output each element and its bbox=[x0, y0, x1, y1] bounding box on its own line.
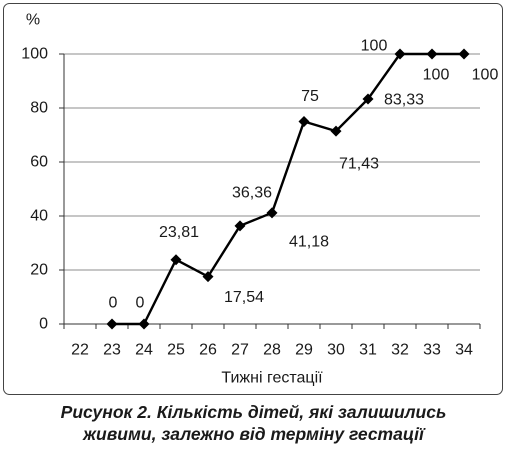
x-tick-label: 24 bbox=[135, 342, 153, 359]
data-point-marker bbox=[330, 125, 342, 137]
series-markers bbox=[106, 48, 470, 330]
y-tick-label: 40 bbox=[30, 208, 48, 225]
x-tick-label: 22 bbox=[71, 342, 89, 359]
x-tick-labels: 22 23 24 25 26 27 28 29 30 31 32 33 34 bbox=[71, 342, 473, 359]
data-point-marker bbox=[170, 254, 182, 266]
data-point-marker bbox=[458, 48, 470, 60]
data-labels: 0 0 23,81 17,54 36,36 41,18 75 71,43 83,33 100 100… bbox=[109, 38, 499, 312]
y-tick-label: 80 bbox=[30, 100, 48, 117]
data-point-marker bbox=[266, 207, 278, 219]
data-label: 36,36 bbox=[232, 184, 272, 201]
data-point-marker bbox=[362, 93, 374, 105]
caption-line-1: Рисунок 2. Кількість дітей, які залишили… bbox=[60, 402, 447, 422]
data-point-marker bbox=[394, 48, 406, 60]
data-label: 0 bbox=[109, 295, 118, 312]
y-axis-ticks bbox=[59, 53, 64, 325]
data-point-marker bbox=[138, 318, 150, 330]
x-tick-label: 28 bbox=[263, 342, 281, 359]
data-label: 75 bbox=[301, 88, 319, 105]
x-tick-label: 31 bbox=[359, 342, 377, 359]
y-tick-label: 60 bbox=[30, 154, 48, 171]
y-axis-title: % bbox=[26, 12, 40, 29]
figure-caption: Рисунок 2. Кількість дітей, які залишили… bbox=[0, 401, 507, 445]
data-label: 17,54 bbox=[224, 289, 264, 306]
x-tick-label: 32 bbox=[391, 342, 409, 359]
data-label: 100 bbox=[423, 67, 450, 84]
x-tick-label: 30 bbox=[327, 342, 345, 359]
y-tick-label: 100 bbox=[21, 46, 48, 63]
x-tick-label: 29 bbox=[295, 342, 313, 359]
x-tick-label: 27 bbox=[231, 342, 249, 359]
x-tick-label: 34 bbox=[455, 342, 473, 359]
data-label: 83,33 bbox=[384, 92, 424, 109]
grid-lines bbox=[64, 53, 480, 271]
caption-line-2: живими, залежно від терміну гестації bbox=[83, 424, 424, 444]
x-axis-title: Тижні гестації bbox=[221, 370, 323, 387]
data-label: 23,81 bbox=[159, 224, 199, 241]
x-tick-label: 33 bbox=[423, 342, 441, 359]
data-point-marker bbox=[202, 271, 214, 283]
y-tick-label: 0 bbox=[39, 316, 48, 333]
x-tick-label: 26 bbox=[199, 342, 217, 359]
data-point-marker bbox=[106, 318, 118, 330]
data-label: 41,18 bbox=[289, 233, 329, 250]
x-tick-label: 23 bbox=[103, 342, 121, 359]
data-point-marker bbox=[298, 116, 310, 127]
data-label: 100 bbox=[361, 38, 388, 55]
x-tick-label: 25 bbox=[167, 342, 185, 359]
y-tick-labels: 0 20 40 60 80 100 bbox=[21, 46, 48, 333]
x-axis-ticks bbox=[63, 324, 481, 329]
data-label: 100 bbox=[472, 67, 499, 84]
data-label: 0 bbox=[136, 295, 145, 312]
data-label: 71,43 bbox=[339, 156, 379, 173]
chart-frame bbox=[3, 3, 503, 395]
y-tick-label: 20 bbox=[30, 262, 48, 279]
data-point-marker bbox=[234, 220, 246, 232]
data-point-marker bbox=[426, 48, 438, 60]
